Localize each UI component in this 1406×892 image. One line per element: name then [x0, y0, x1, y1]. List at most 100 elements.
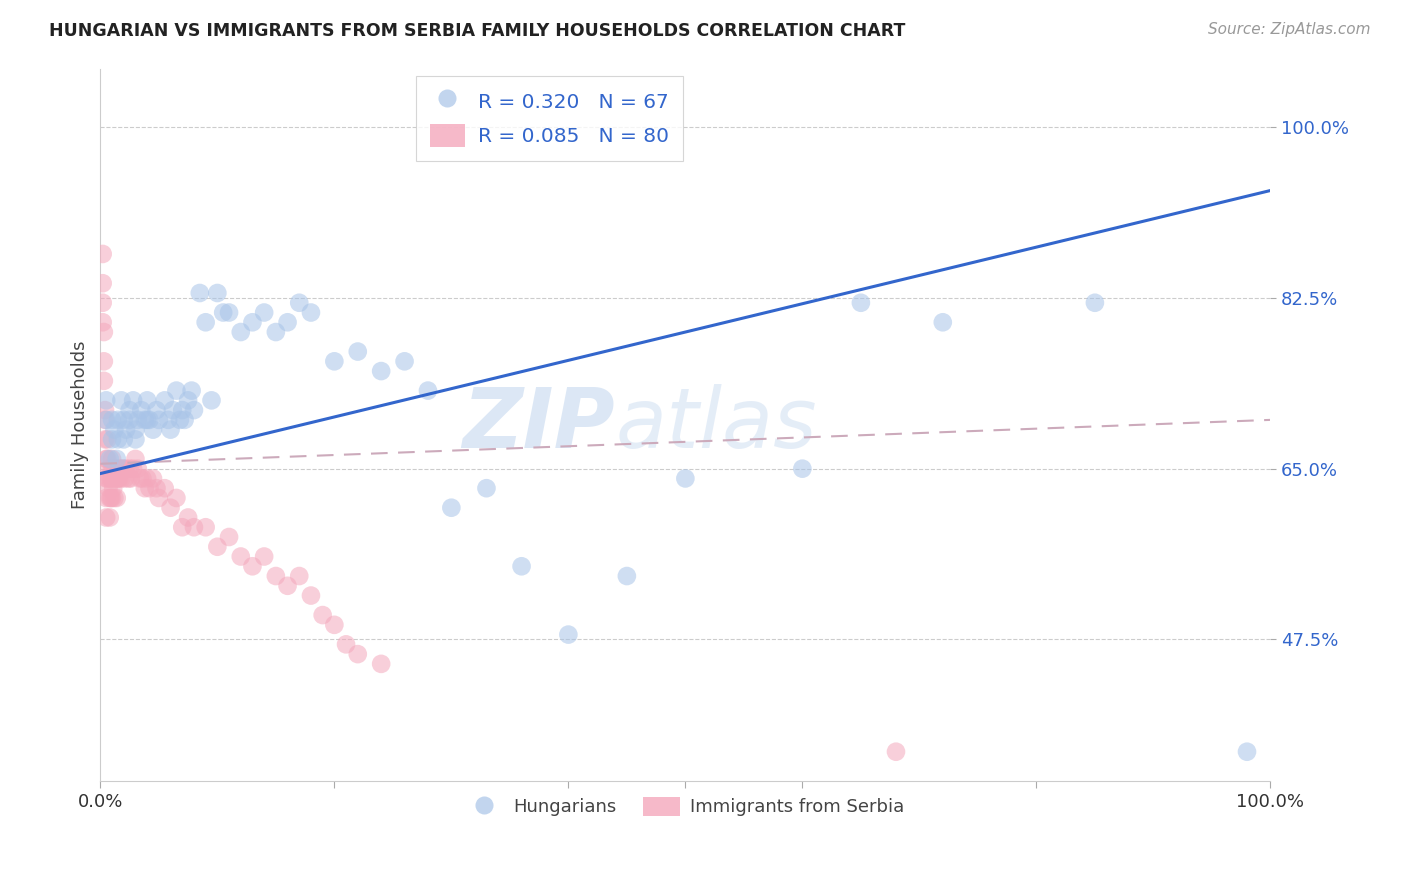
Point	[440, 500, 463, 515]
Point	[108, 471, 131, 485]
Point	[253, 305, 276, 319]
Point	[136, 471, 159, 485]
Point	[107, 433, 129, 447]
Point	[884, 745, 907, 759]
Point	[229, 549, 252, 564]
Point	[142, 471, 165, 485]
Point	[183, 403, 205, 417]
Point	[218, 530, 240, 544]
Point	[673, 471, 696, 485]
Point	[153, 393, 176, 408]
Point	[105, 451, 128, 466]
Point	[159, 500, 181, 515]
Point	[148, 413, 170, 427]
Point	[103, 471, 125, 485]
Point	[101, 433, 124, 447]
Point	[101, 413, 124, 427]
Point	[96, 471, 118, 485]
Point	[96, 451, 118, 466]
Point	[188, 285, 211, 300]
Point	[136, 393, 159, 408]
Legend: Hungarians, Immigrants from Serbia: Hungarians, Immigrants from Serbia	[457, 788, 914, 825]
Point	[124, 423, 146, 437]
Point	[136, 413, 159, 427]
Point	[510, 559, 533, 574]
Text: Source: ZipAtlas.com: Source: ZipAtlas.com	[1208, 22, 1371, 37]
Point	[849, 295, 872, 310]
Point	[616, 569, 638, 583]
Point	[131, 471, 153, 485]
Point	[101, 491, 124, 505]
Point	[207, 285, 229, 300]
Point	[110, 393, 132, 408]
Point	[212, 305, 235, 319]
Point	[165, 384, 187, 398]
Point	[118, 403, 141, 417]
Point	[115, 423, 138, 437]
Point	[91, 295, 114, 310]
Point	[110, 461, 132, 475]
Point	[107, 413, 129, 427]
Point	[112, 433, 135, 447]
Point	[100, 471, 122, 485]
Point	[103, 461, 125, 475]
Point	[101, 451, 124, 466]
Point	[370, 657, 392, 671]
Text: ZIP: ZIP	[463, 384, 616, 466]
Point	[112, 461, 135, 475]
Point	[103, 491, 125, 505]
Point	[111, 461, 134, 475]
Point	[94, 403, 117, 417]
Point	[194, 315, 217, 329]
Point	[96, 413, 118, 427]
Point	[1236, 745, 1258, 759]
Point	[96, 433, 118, 447]
Point	[103, 481, 125, 495]
Point	[370, 364, 392, 378]
Point	[96, 510, 118, 524]
Point	[200, 393, 222, 408]
Point	[229, 325, 252, 339]
Point	[264, 325, 287, 339]
Point	[346, 344, 368, 359]
Point	[94, 433, 117, 447]
Point	[288, 569, 311, 583]
Point	[323, 617, 346, 632]
Point	[183, 520, 205, 534]
Point	[117, 471, 139, 485]
Point	[110, 471, 132, 485]
Point	[112, 413, 135, 427]
Point	[118, 413, 141, 427]
Point	[101, 471, 124, 485]
Point	[142, 423, 165, 437]
Text: atlas: atlas	[616, 384, 817, 466]
Point	[129, 471, 152, 485]
Text: HUNGARIAN VS IMMIGRANTS FROM SERBIA FAMILY HOUSEHOLDS CORRELATION CHART: HUNGARIAN VS IMMIGRANTS FROM SERBIA FAMI…	[49, 22, 905, 40]
Point	[98, 510, 121, 524]
Point	[127, 461, 149, 475]
Point	[162, 403, 184, 417]
Point	[277, 579, 299, 593]
Point	[94, 413, 117, 427]
Point	[157, 413, 180, 427]
Point	[416, 384, 439, 398]
Point	[91, 277, 114, 291]
Point	[100, 491, 122, 505]
Point	[91, 247, 114, 261]
Point	[138, 413, 160, 427]
Point	[557, 627, 579, 641]
Point	[105, 471, 128, 485]
Point	[93, 354, 115, 368]
Point	[129, 403, 152, 417]
Y-axis label: Family Households: Family Households	[72, 341, 89, 509]
Point	[242, 559, 264, 574]
Point	[173, 413, 195, 427]
Point	[932, 315, 955, 329]
Point	[98, 491, 121, 505]
Point	[1084, 295, 1107, 310]
Point	[288, 295, 311, 310]
Point	[253, 549, 276, 564]
Point	[134, 413, 156, 427]
Point	[145, 403, 167, 417]
Point	[105, 491, 128, 505]
